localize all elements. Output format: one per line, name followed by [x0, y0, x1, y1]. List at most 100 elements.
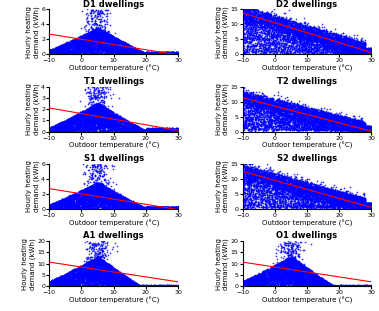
- Point: [99, 112, 105, 117]
- Point: [279, 22, 285, 27]
- Point: [74, 267, 80, 272]
- Point: [133, 206, 139, 211]
- Point: [348, 47, 354, 52]
- Point: [271, 283, 277, 288]
- Point: [110, 201, 116, 206]
- Point: [328, 190, 334, 195]
- Point: [286, 268, 292, 273]
- Point: [86, 202, 92, 207]
- Point: [175, 205, 181, 210]
- Point: [270, 181, 276, 186]
- Point: [255, 99, 261, 104]
- Point: [278, 282, 284, 287]
- Point: [110, 40, 116, 45]
- Point: [152, 204, 158, 209]
- Point: [132, 283, 138, 288]
- Point: [117, 51, 123, 56]
- Point: [255, 108, 261, 113]
- Point: [270, 267, 276, 272]
- Point: [290, 262, 296, 267]
- Point: [108, 35, 114, 40]
- Point: [80, 33, 86, 38]
- Point: [334, 203, 340, 208]
- Point: [63, 203, 69, 208]
- Point: [363, 128, 369, 133]
- Point: [56, 198, 63, 203]
- Point: [99, 262, 105, 267]
- Point: [271, 31, 277, 36]
- Point: [117, 270, 123, 275]
- Point: [280, 184, 287, 189]
- Point: [152, 283, 158, 288]
- Point: [62, 279, 68, 284]
- Point: [91, 33, 97, 38]
- Point: [286, 175, 292, 180]
- Point: [113, 204, 119, 209]
- Point: [346, 118, 352, 123]
- Point: [295, 272, 301, 277]
- Point: [161, 283, 167, 288]
- Point: [93, 281, 99, 285]
- Point: [287, 190, 293, 195]
- Point: [337, 49, 343, 54]
- X-axis label: Outdoor temperature (°C): Outdoor temperature (°C): [69, 142, 159, 149]
- Point: [277, 118, 283, 123]
- Point: [86, 113, 92, 118]
- Point: [333, 48, 339, 53]
- Point: [96, 30, 102, 35]
- Point: [240, 281, 246, 286]
- Point: [63, 205, 69, 210]
- Point: [92, 188, 98, 193]
- Point: [351, 284, 357, 289]
- Point: [343, 115, 349, 120]
- Point: [133, 205, 139, 210]
- Point: [261, 172, 267, 177]
- Point: [159, 284, 165, 289]
- Point: [93, 186, 99, 191]
- Point: [351, 48, 357, 53]
- Point: [304, 270, 310, 275]
- Point: [75, 193, 81, 198]
- Point: [68, 196, 74, 201]
- Point: [60, 122, 66, 127]
- Point: [271, 267, 277, 272]
- Point: [344, 119, 350, 124]
- Point: [294, 266, 300, 271]
- Point: [244, 50, 250, 55]
- Point: [49, 202, 55, 207]
- Point: [286, 247, 292, 252]
- Point: [276, 127, 282, 132]
- Point: [341, 124, 347, 129]
- Point: [88, 257, 94, 262]
- Point: [64, 206, 70, 211]
- Point: [47, 128, 53, 133]
- Point: [159, 50, 165, 55]
- Point: [308, 128, 314, 132]
- Point: [57, 199, 63, 204]
- Point: [105, 43, 111, 48]
- Point: [300, 49, 306, 54]
- Point: [312, 115, 318, 120]
- Point: [96, 87, 102, 92]
- Point: [262, 22, 268, 27]
- Point: [157, 128, 163, 132]
- Point: [66, 279, 72, 284]
- Point: [84, 265, 90, 270]
- Point: [320, 184, 326, 189]
- Point: [279, 26, 285, 31]
- Point: [90, 109, 96, 114]
- Point: [108, 38, 114, 43]
- Point: [328, 39, 334, 44]
- Point: [124, 278, 130, 283]
- Point: [92, 33, 98, 38]
- Point: [152, 206, 158, 211]
- Point: [368, 127, 374, 132]
- Point: [349, 284, 355, 289]
- Point: [305, 196, 311, 201]
- Point: [322, 198, 328, 203]
- Point: [265, 268, 271, 273]
- Point: [98, 19, 104, 24]
- Point: [359, 50, 365, 55]
- Point: [290, 107, 296, 112]
- Point: [352, 196, 359, 201]
